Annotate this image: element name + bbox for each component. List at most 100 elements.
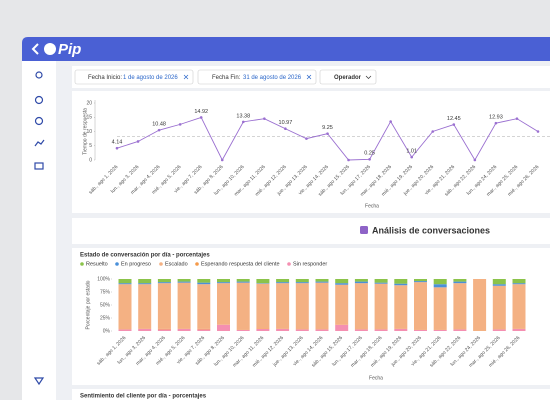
data-label: 1.01	[406, 149, 417, 155]
bar-segment	[177, 281, 191, 283]
bar-segment	[217, 324, 230, 331]
section-card	[72, 218, 550, 244]
bar-segment	[492, 279, 506, 285]
legend-label: Sin responder	[293, 261, 327, 267]
bar-segment	[197, 328, 211, 330]
bar-segment	[295, 282, 309, 284]
y-tick-label: 75%	[100, 289, 111, 295]
end-date-chip[interactable]	[197, 69, 317, 85]
start-date-chip[interactable]	[74, 69, 194, 85]
nav-upload[interactable]	[34, 95, 44, 105]
point	[326, 132, 329, 135]
sidebar	[22, 61, 56, 400]
bar-segment	[157, 283, 171, 329]
start-label: Fecha Inicio:	[88, 75, 122, 81]
x-axis-title: Fecha	[369, 375, 383, 381]
bar-segment	[473, 279, 487, 331]
bar-segment	[118, 329, 132, 331]
bar-segment	[414, 282, 427, 330]
bar-segment	[433, 284, 447, 288]
bar-segment	[453, 283, 467, 330]
bar-segment	[512, 284, 526, 329]
clear-end[interactable]	[306, 74, 312, 80]
bar-segment	[197, 279, 211, 283]
y-axis-title: Tiempo de respuesta	[82, 108, 88, 155]
bar-segment	[315, 282, 329, 330]
point	[263, 117, 266, 120]
point	[220, 158, 224, 162]
bar-segment	[157, 282, 171, 284]
point	[199, 116, 203, 119]
bar-segment	[414, 279, 427, 282]
nav-stats[interactable]	[34, 139, 45, 147]
data-label: 9.25	[322, 125, 333, 131]
bar-segment	[197, 284, 211, 329]
bar-segment	[512, 283, 526, 285]
bar-segment	[236, 329, 250, 331]
y-tick-label: 15	[86, 115, 92, 121]
nav-settings[interactable]	[34, 116, 44, 126]
bar-segment	[394, 279, 408, 284]
bar-segment	[256, 283, 270, 284]
bar-segment	[453, 329, 467, 331]
bar-segment	[118, 279, 132, 284]
legend-label: En progreso	[121, 261, 151, 267]
section-icon	[360, 226, 368, 234]
start-value: 1 de agosto de 2026	[123, 75, 178, 81]
legend-swatch	[159, 262, 163, 266]
point	[115, 146, 119, 150]
bar-segment	[512, 279, 526, 284]
bar-segment	[236, 281, 250, 283]
legend-label: Escalado	[165, 261, 188, 267]
data-label: 12.45	[447, 116, 461, 122]
back-button[interactable]	[31, 43, 39, 55]
legend-swatch	[195, 262, 199, 266]
data-label: 10.48	[152, 122, 166, 128]
point	[515, 117, 519, 120]
bar-segment	[315, 329, 329, 331]
bar-segment	[276, 282, 290, 284]
bar-segment	[354, 329, 368, 331]
clear-start[interactable]	[183, 74, 189, 80]
bar-segment	[157, 329, 171, 331]
point	[452, 123, 456, 126]
bar-segment	[295, 329, 309, 331]
nav-users[interactable]	[35, 71, 43, 79]
bar-segment	[295, 283, 309, 330]
point	[305, 137, 308, 140]
point	[494, 121, 498, 125]
point	[284, 127, 287, 131]
bar-segment	[374, 279, 388, 283]
data-label: 12.93	[489, 115, 503, 121]
bar-segment	[157, 279, 171, 283]
nav-table[interactable]	[34, 162, 44, 170]
bar-segment	[217, 279, 230, 283]
bar-segment	[374, 283, 388, 330]
bar-segment	[335, 279, 349, 284]
bar-segment	[236, 279, 250, 282]
bar-segment	[414, 281, 427, 283]
bar-segment	[394, 283, 408, 286]
bar-segment	[335, 284, 349, 325]
bar-segment	[394, 285, 408, 329]
bar-segment	[197, 282, 211, 285]
operator-chip[interactable]	[319, 69, 377, 85]
bar-segment	[138, 279, 152, 284]
bar-segment	[138, 284, 152, 329]
legend-label: Esperando respuesta del cliente	[201, 261, 280, 267]
y-tick-label: 100%	[97, 276, 110, 282]
end-label: Fecha Fin:	[212, 75, 241, 81]
bar-segment	[374, 282, 388, 284]
legend-swatch	[115, 262, 119, 266]
nav-announce[interactable]	[33, 377, 45, 386]
bar-segment	[492, 284, 506, 286]
y-tick-label: 10	[86, 129, 92, 135]
legend-swatch	[287, 262, 291, 266]
bar-segment	[453, 279, 467, 282]
bar-segment	[315, 279, 329, 282]
point	[536, 130, 540, 133]
bar-segment	[492, 285, 506, 330]
bar-segment	[354, 279, 368, 282]
legend-swatch	[80, 262, 84, 266]
